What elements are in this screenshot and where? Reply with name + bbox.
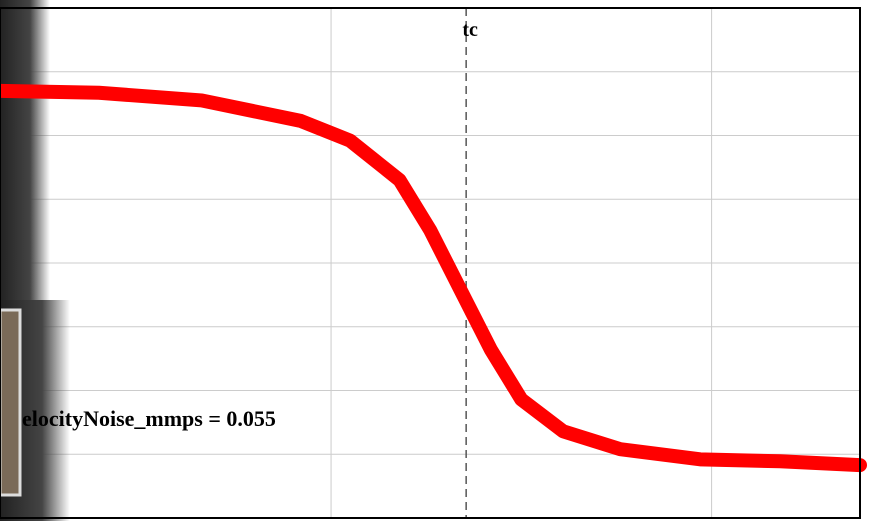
marks: tc: [0, 8, 867, 518]
photo-thumb: [0, 308, 22, 497]
side-shadow: [0, 0, 50, 300]
data-line: [0, 83, 867, 473]
noise-label: elocityNoise_mmps = 0.055: [22, 406, 276, 431]
annotation-label: tc: [462, 19, 478, 41]
plot-frame: [0, 7, 861, 519]
grid: [0, 8, 860, 518]
